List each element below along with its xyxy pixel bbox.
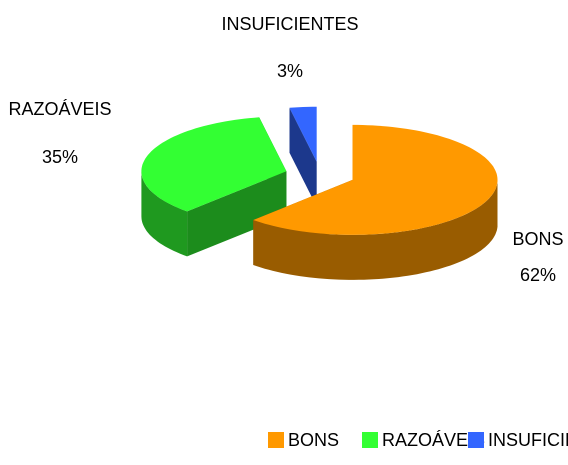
legend-swatch bbox=[268, 432, 284, 448]
legend-label: INSUFICIENTES bbox=[488, 430, 568, 450]
slice-label: BONS bbox=[512, 229, 563, 249]
slice bbox=[289, 106, 317, 162]
slice-label: RAZOÁVEIS bbox=[8, 99, 111, 119]
legend-label: BONS bbox=[288, 430, 339, 450]
slice-side bbox=[141, 171, 188, 257]
value-label: 35% bbox=[42, 147, 78, 167]
legend-swatch bbox=[468, 432, 484, 448]
slice bbox=[141, 117, 287, 212]
slice-side bbox=[253, 179, 498, 280]
legend-label: RAZOÁVEIS bbox=[382, 430, 485, 450]
value-label: 3% bbox=[277, 61, 303, 81]
legend-swatch bbox=[362, 432, 378, 448]
slice-wall bbox=[187, 171, 287, 257]
slice bbox=[253, 124, 498, 235]
slice-wall bbox=[289, 107, 317, 207]
value-label: 62% bbox=[520, 265, 556, 285]
slice-label: INSUFICIENTES bbox=[221, 14, 358, 34]
